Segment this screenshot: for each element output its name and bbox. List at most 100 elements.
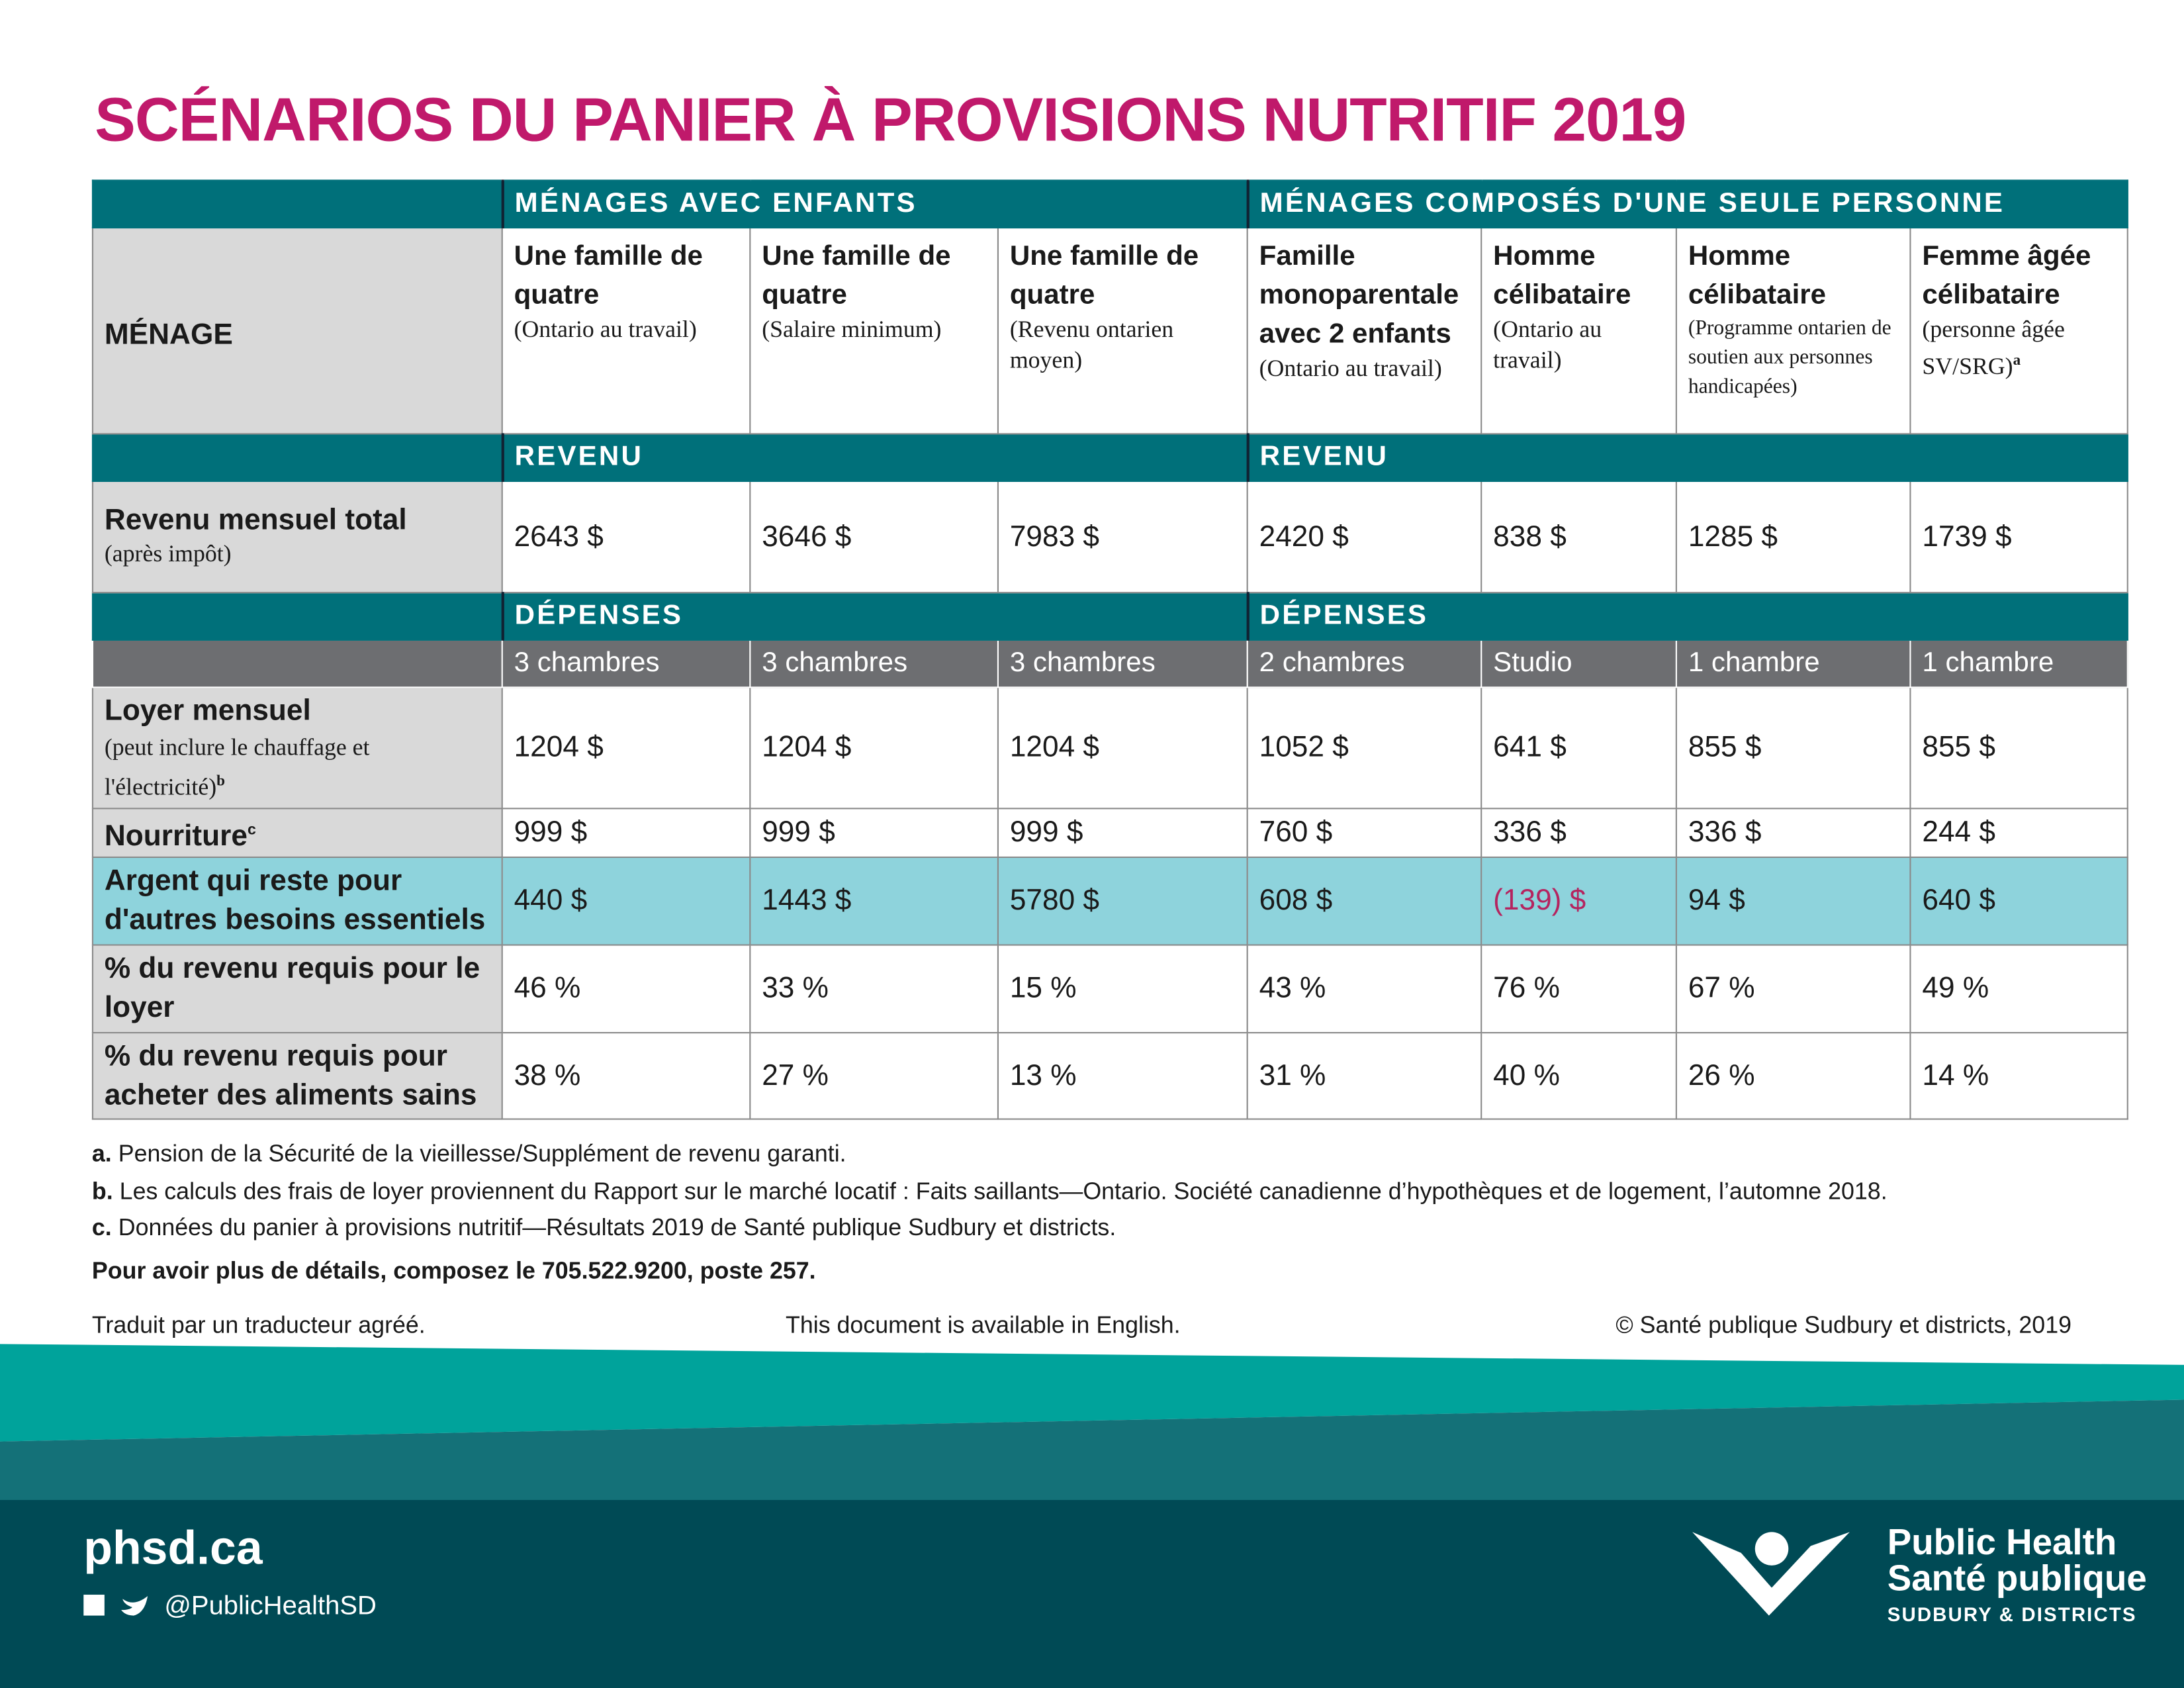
housing-type: 3 chambres xyxy=(501,639,751,688)
row-label-text: % du revenu requis pour le loyer xyxy=(104,953,480,1024)
value-cell: 43 % xyxy=(1246,944,1482,1034)
footnote-ref: b xyxy=(216,773,226,790)
footnote-letter: c. xyxy=(91,1214,112,1241)
household-cell: Homme célibataire (Programme ontarien de … xyxy=(1675,226,1911,435)
value-cell: 608 $ xyxy=(1246,856,1482,946)
value-cell: 855 $ xyxy=(1675,686,1911,810)
row-label: Argent qui reste pour d'autres besoins e… xyxy=(91,856,503,946)
housing-cell xyxy=(91,639,503,688)
band-cell xyxy=(91,433,503,482)
value-cell: 31 % xyxy=(1246,1032,1482,1120)
value-cell: 1204 $ xyxy=(749,686,999,810)
value-cell: 15 % xyxy=(997,944,1248,1034)
housing-type: 1 chambre xyxy=(1675,639,1911,688)
row-sublabel: (peut inclure le chauffage et l'électric… xyxy=(104,733,370,800)
data-row: Loyer mensuel (peut inclure le chauffage … xyxy=(91,686,2128,810)
value-cell: 3646 $ xyxy=(749,480,999,594)
value-cell: 1052 $ xyxy=(1246,686,1482,810)
band-header: REVENU xyxy=(500,433,1248,482)
band-header: DÉPENSES xyxy=(1246,592,2128,641)
value-cell: 336 $ xyxy=(1675,808,1911,859)
contact-info: Pour avoir plus de détails, composez le … xyxy=(91,1257,816,1284)
value-cell: 26 % xyxy=(1675,1032,1911,1120)
household-name: Une famille de quatre xyxy=(762,240,951,311)
value-cell: 38 % xyxy=(501,1032,751,1120)
footnote-ref: c xyxy=(247,821,256,838)
copyright: © Santé publique Sudbury et districts, 2… xyxy=(1615,1311,2072,1338)
value-cell: 2420 $ xyxy=(1246,480,1482,594)
band-header: DÉPENSES xyxy=(500,592,1248,641)
footnote-text: Pension de la Sécurité de la vieillesse/… xyxy=(118,1141,846,1168)
band-header: MÉNAGES COMPOSÉS D'UNE SEULE PERSONNE xyxy=(1246,179,2128,229)
household-cell: Une famille de quatre (Salaire minimum) xyxy=(749,226,999,435)
footer-background xyxy=(0,1499,2184,1688)
row-label-text: Loyer mensuel xyxy=(104,694,311,727)
data-row: Argent qui reste pour d'autres besoins e… xyxy=(91,856,2128,946)
household-name: Une famille de quatre xyxy=(1009,240,1199,311)
website: phsd.ca xyxy=(83,1522,263,1575)
value-cell: 67 % xyxy=(1675,944,1911,1034)
data-row: % du revenu requis pour acheter des alim… xyxy=(91,1032,2128,1120)
logo-mark xyxy=(1754,1532,1789,1566)
footnote: a. Pension de la Sécurité de la vieilles… xyxy=(92,1141,846,1168)
value-cell: 94 $ xyxy=(1675,856,1911,946)
value-cell: 1204 $ xyxy=(501,686,751,810)
value-cell: 2643 $ xyxy=(501,480,751,594)
wave-band xyxy=(0,1399,2184,1502)
footnote: b. Les calculs des frais de loyer provie… xyxy=(92,1178,1888,1206)
page-title: SCÉNARIOS DU PANIER À PROVISIONS NUTRITI… xyxy=(95,86,1686,155)
row-label: Nourriturec xyxy=(91,808,503,859)
value-cell: (139) $ xyxy=(1480,856,1677,946)
footnote-ref: a xyxy=(2013,352,2021,369)
housing-type: 2 chambres xyxy=(1246,639,1482,688)
housing-type: Studio xyxy=(1480,639,1677,688)
row-label-text: % du revenu requis pour acheter des alim… xyxy=(104,1039,477,1111)
row-label: MÉNAGE xyxy=(91,226,503,435)
value-cell: 1443 $ xyxy=(749,856,999,946)
value-cell: 40 % xyxy=(1480,1032,1677,1120)
logo-text: SUDBURY & DISTRICTS xyxy=(1888,1604,2137,1626)
housing-type: 1 chambre xyxy=(1909,639,2128,688)
row-label: % du revenu requis pour le loyer xyxy=(91,944,503,1034)
value-cell: 46 % xyxy=(501,944,751,1034)
housing-row: 3 chambres 3 chambres 3 chambres 2 chambres… xyxy=(91,639,2128,688)
footnote-text: Données du panier à provisions nutritif—… xyxy=(118,1214,1116,1241)
band-row: MÉNAGES AVEC ENFANTS MÉNAGES COMPOSÉS D'U… xyxy=(91,179,2128,229)
band-header: MÉNAGES AVEC ENFANTS xyxy=(500,179,1248,229)
value-cell: 33 % xyxy=(749,944,999,1034)
value-cell: 999 $ xyxy=(749,808,999,859)
value-cell: 640 $ xyxy=(1909,856,2128,946)
value-cell: 336 $ xyxy=(1480,808,1677,859)
value-cell: 855 $ xyxy=(1909,686,2128,810)
footer-banner: phsd.ca @PublicHealthSD Public Health Sa… xyxy=(0,1344,2184,1688)
value-cell: 999 $ xyxy=(997,808,1248,859)
row-label-text: Nourriture xyxy=(104,820,248,852)
twitter-icon[interactable] xyxy=(121,1596,148,1616)
row-sublabel: (après impôt) xyxy=(104,539,232,567)
value-cell: 1204 $ xyxy=(997,686,1248,810)
value-cell: 760 $ xyxy=(1246,808,1482,859)
value-cell: 14 % xyxy=(1909,1032,2128,1120)
row-label: % du revenu requis pour acheter des alim… xyxy=(91,1032,503,1120)
band-cell xyxy=(91,592,503,641)
footnote-letter: b. xyxy=(91,1178,113,1205)
household-detail: (Revenu ontarien moyen) xyxy=(1009,316,1174,373)
footnote: c. Données du panier à provisions nutrit… xyxy=(92,1215,1116,1243)
row-label-text: Revenu mensuel total xyxy=(104,503,407,536)
value-cell: 1285 $ xyxy=(1675,480,1911,594)
value-cell: 27 % xyxy=(749,1032,999,1120)
household-cell: Une famille de quatre (Revenu ontarien mo… xyxy=(997,226,1248,435)
household-detail: (Ontario au travail) xyxy=(1259,355,1442,382)
household-row: MÉNAGE Une famille de quatre (Ontario au t… xyxy=(91,226,2128,435)
social-handle: @PublicHealthSD xyxy=(164,1591,377,1620)
household-cell: Femme âgée célibataire (personne âgée SV/… xyxy=(1909,226,2128,435)
value-cell: 7983 $ xyxy=(997,480,1248,594)
band-header: REVENU xyxy=(1246,433,2128,482)
facebook-icon[interactable] xyxy=(83,1595,105,1616)
housing-type: 3 chambres xyxy=(749,639,999,688)
row-label: Revenu mensuel total (après impôt) xyxy=(91,480,503,594)
band-cell xyxy=(91,179,503,229)
value-cell: 440 $ xyxy=(501,856,751,946)
translation-note: Traduit par un traducteur agréé. xyxy=(91,1311,426,1338)
